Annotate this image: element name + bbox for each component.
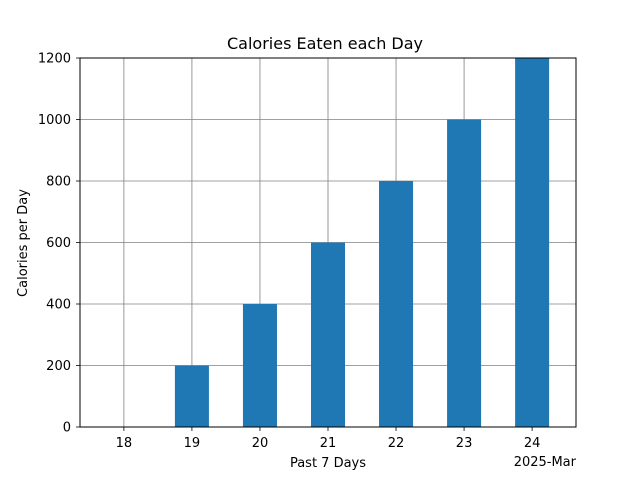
- y-axis-ticks: 0 200 400 600 800 1000 1200: [38, 52, 80, 436]
- x-tick-label: 20: [252, 436, 269, 451]
- bar-21: [310, 242, 346, 427]
- y-tick-label: 1000: [38, 113, 71, 128]
- bars: [174, 58, 550, 427]
- x-tick-label: 18: [116, 436, 133, 451]
- x-axis-offset-label: 2025-Mar: [514, 455, 577, 470]
- y-tick-label: 0: [63, 421, 71, 436]
- x-axis-ticks: 18 19 20 21 22 23 24: [116, 427, 541, 451]
- x-tick-label: 22: [388, 436, 405, 451]
- chart-title: Calories Eaten each Day: [227, 34, 423, 53]
- x-tick-label: 24: [524, 436, 541, 451]
- bar-23: [447, 119, 482, 427]
- bar-19: [174, 365, 209, 427]
- y-axis-label: Calories per Day: [16, 189, 31, 297]
- x-tick-label: 19: [184, 436, 201, 451]
- y-tick-label: 800: [46, 175, 71, 190]
- bar-22: [379, 181, 414, 427]
- y-tick-label: 400: [46, 298, 71, 313]
- y-tick-label: 1200: [38, 52, 71, 67]
- bar-20: [242, 304, 277, 427]
- x-tick-label: 21: [320, 436, 337, 451]
- bar-24: [515, 58, 550, 427]
- x-axis-label: Past 7 Days: [290, 456, 366, 471]
- y-tick-label: 200: [46, 359, 71, 374]
- y-tick-label: 600: [46, 236, 71, 251]
- x-tick-label: 23: [456, 436, 473, 451]
